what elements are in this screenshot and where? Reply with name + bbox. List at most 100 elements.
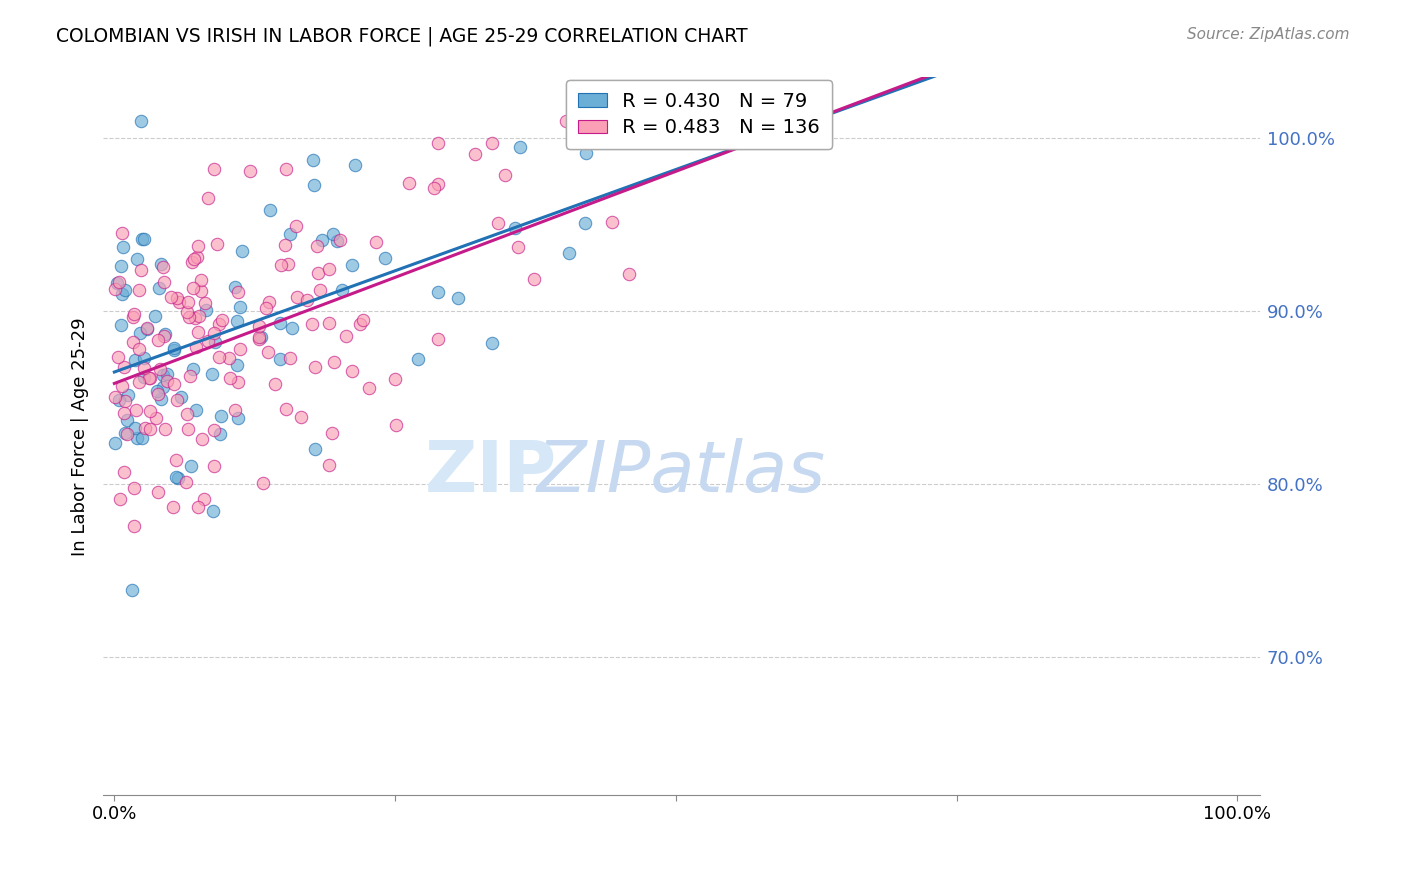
Irish [285,219,308,233]
Colombians [406,351,429,366]
Irish [285,290,308,304]
Colombians [114,426,136,441]
Irish [184,340,207,354]
Colombians [156,367,179,381]
Irish [194,296,217,310]
Irish [318,262,340,277]
Irish [162,500,184,514]
Irish [153,275,176,289]
Colombians [688,113,710,128]
Colombians [269,351,291,366]
Text: COLOMBIAN VS IRISH IN LABOR FORCE | AGE 25-29 CORRELATION CHART: COLOMBIAN VS IRISH IN LABOR FORCE | AGE … [56,27,748,46]
Irish [176,305,198,319]
Irish [114,406,136,420]
Colombians [226,411,249,425]
Colombians [152,368,174,382]
Colombians [115,413,138,427]
Irish [163,376,186,391]
Colombians [105,277,128,291]
Irish [197,191,219,205]
Colombians [181,361,204,376]
Irish [129,263,152,277]
Irish [340,364,363,378]
Irish [384,372,406,386]
Irish [188,309,211,323]
Irish [146,387,169,401]
Irish [111,227,134,241]
Irish [160,291,183,305]
Colombians [278,227,301,241]
Irish [174,475,197,489]
Colombians [281,321,304,335]
Irish [329,233,352,247]
Irish [153,422,176,436]
Text: ZIP: ZIP [425,438,557,507]
Colombians [124,352,146,367]
Colombians [481,335,503,350]
Colombians [143,310,166,324]
Colombians [146,384,169,398]
Colombians [509,140,531,154]
Colombians [574,216,596,230]
Irish [226,376,249,390]
Irish [295,293,318,307]
Colombians [131,232,153,246]
Irish [138,403,160,417]
Irish [617,268,640,282]
Irish [166,393,188,408]
Irish [322,355,344,369]
Colombians [104,436,127,450]
Colombians [447,291,470,305]
Irish [145,411,167,425]
Irish [112,465,135,479]
Colombians [165,470,187,484]
Irish [427,178,450,192]
Colombians [134,369,156,384]
Colombians [110,318,132,332]
Irish [226,285,249,299]
Colombians [340,258,363,272]
Colombians [180,458,202,473]
Colombians [302,153,325,167]
Colombians [302,178,325,193]
Colombians [127,431,149,445]
Colombians [131,431,153,445]
Colombians [114,283,136,297]
Irish [152,260,174,274]
Colombians [163,343,186,357]
Irish [307,266,329,280]
Colombians [557,246,579,260]
Irish [138,422,160,436]
Colombians [134,232,156,246]
Colombians [204,334,226,349]
Irish [278,351,301,365]
Irish [146,484,169,499]
Irish [176,408,198,422]
Irish [318,458,340,472]
Colombians [229,300,252,314]
Irish [186,250,208,264]
Colombians [224,280,246,294]
Colombians [132,351,155,366]
Irish [103,282,125,296]
Colombians [166,470,188,484]
Irish [366,235,388,249]
Irish [108,492,131,507]
Colombians [108,393,131,408]
Irish [426,136,449,151]
Irish [132,360,155,375]
Irish [224,403,246,417]
Colombians [231,244,253,258]
Irish [104,390,127,404]
Irish [134,421,156,435]
Irish [187,500,209,514]
Irish [181,255,204,269]
Irish [108,275,131,289]
Colombians [135,322,157,336]
Irish [149,362,172,376]
Irish [398,177,420,191]
Irish [211,313,233,327]
Irish [117,427,139,442]
Irish [229,342,252,356]
Irish [128,283,150,297]
